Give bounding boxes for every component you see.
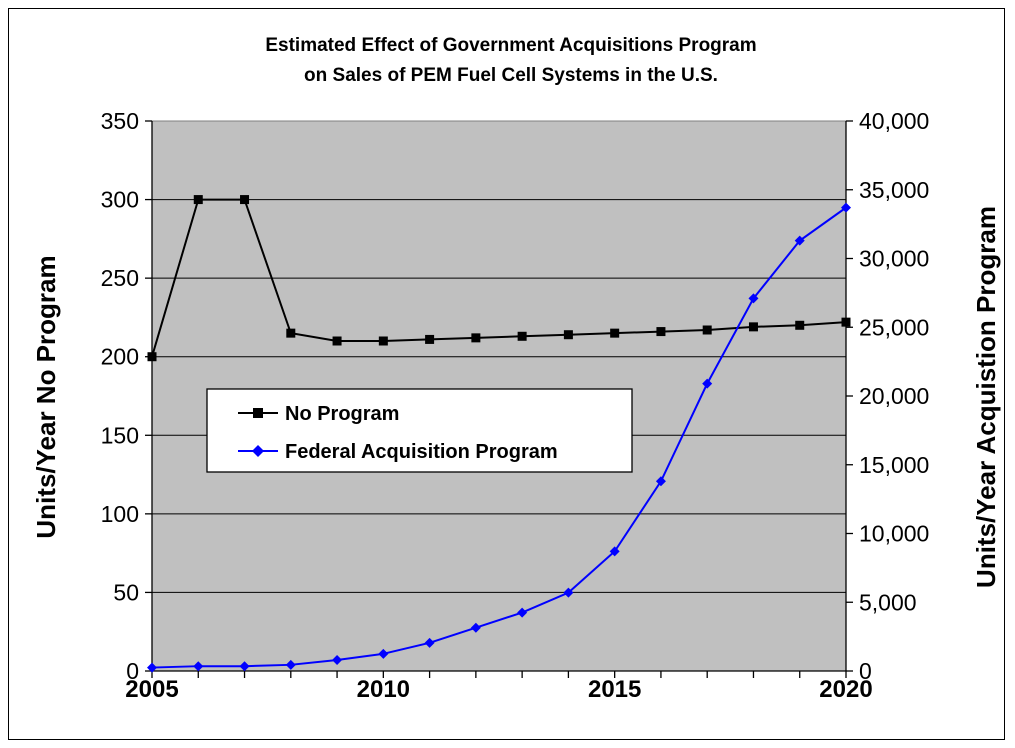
- series-0: [147, 195, 851, 362]
- right-axis-ticks: 0 5,000 10,000 15,000 20,000 25,000 30,000 35,0…: [846, 108, 929, 684]
- y-axis-left-label: Units/Year No Program: [31, 255, 61, 538]
- left-tick-label-1: 50: [113, 579, 139, 605]
- right-tick-label-5: 25,000: [859, 314, 929, 340]
- data-point-0-4: [332, 336, 342, 346]
- data-point-0-12: [702, 325, 712, 335]
- left-tick-label-6: 300: [101, 187, 139, 213]
- data-point-0-14: [795, 320, 805, 330]
- data-point-1-15: [841, 202, 851, 213]
- series-line-0: [151, 198, 847, 357]
- legend-label-federal: Federal Acquisition Program: [285, 441, 558, 463]
- series-layer: [147, 195, 851, 673]
- data-point-0-1: [193, 195, 203, 205]
- legend-marker-federal: [252, 445, 264, 457]
- left-axis-ticks: 0 50 100 150 200 250 300 350: [101, 108, 152, 684]
- data-point-1-7: [470, 622, 481, 633]
- right-tick-label-2: 10,000: [859, 521, 929, 547]
- left-tick-label-2: 100: [101, 501, 139, 527]
- series-1: [147, 202, 851, 673]
- data-point-0-3: [286, 328, 296, 338]
- data-point-1-13: [748, 293, 759, 304]
- right-tick-label-1: 5,000: [859, 589, 917, 615]
- series-line-1: [151, 206, 847, 669]
- x-tick-label-0: 2005: [125, 676, 178, 703]
- data-point-0-9: [563, 330, 573, 340]
- x-axis-ticks: 2005 2010 2015 2020: [125, 671, 873, 703]
- right-tick-label-3: 15,000: [859, 452, 929, 478]
- legend-label-no-program: No Program: [285, 403, 399, 425]
- data-point-1-2: [239, 661, 250, 672]
- x-tick-label-1: 2010: [357, 676, 410, 703]
- data-point-0-5: [378, 336, 388, 346]
- data-point-1-14: [794, 235, 805, 246]
- data-point-0-11: [656, 327, 666, 337]
- legend-box: [206, 388, 633, 473]
- chart-title: Estimated Effect of Government Acquisiti…: [265, 35, 756, 56]
- data-point-1-6: [424, 637, 435, 648]
- data-point-0-0: [147, 352, 157, 362]
- right-tick-label-4: 20,000: [859, 383, 929, 409]
- data-point-1-9: [563, 587, 574, 598]
- left-tick-label-3: 150: [101, 422, 139, 448]
- data-point-1-12: [702, 378, 713, 389]
- data-point-0-7: [471, 333, 481, 343]
- data-point-1-3: [285, 659, 296, 670]
- right-tick-label-7: 35,000: [859, 177, 929, 203]
- x-tick-label-2: 2015: [588, 676, 641, 703]
- data-point-0-10: [610, 328, 620, 338]
- data-point-0-8: [517, 331, 527, 341]
- x-tick-label-3: 2020: [819, 676, 872, 703]
- data-point-1-0: [147, 662, 157, 673]
- data-point-0-13: [748, 322, 758, 332]
- data-point-0-15: [841, 317, 851, 327]
- data-point-1-8: [517, 607, 528, 618]
- legend-marker-no-program: [253, 408, 263, 418]
- y-axis-right-label: Units/Year Acquistion Program: [971, 206, 1001, 588]
- right-tick-label-0: 0: [859, 658, 872, 684]
- data-point-0-6: [425, 334, 435, 344]
- data-point-0-2: [240, 195, 250, 205]
- right-tick-label-6: 30,000: [859, 246, 929, 272]
- data-point-1-4: [332, 655, 343, 665]
- left-tick-label-7: 350: [101, 108, 139, 134]
- data-point-1-5: [378, 648, 389, 659]
- data-point-1-11: [655, 476, 666, 487]
- data-point-1-10: [609, 546, 620, 557]
- legend: No Program Federal Acquisition Program: [206, 388, 633, 473]
- right-tick-label-8: 40,000: [859, 108, 929, 134]
- data-point-1-1: [193, 661, 204, 672]
- left-tick-label-5: 250: [101, 265, 139, 291]
- chart-subtitle: on Sales of PEM Fuel Cell Systems in the…: [304, 65, 718, 86]
- left-tick-label-0: 0: [126, 658, 139, 684]
- left-tick-label-4: 200: [101, 344, 139, 370]
